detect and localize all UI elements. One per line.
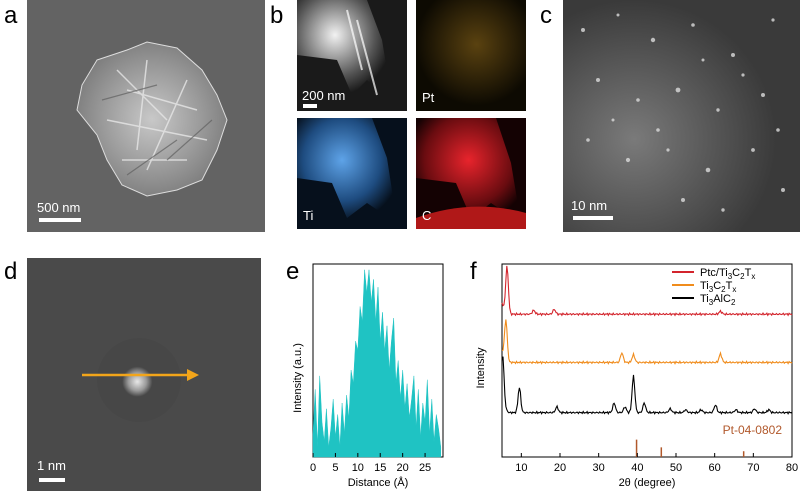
eds-label-ti: Ti [303, 208, 314, 223]
eds-map-ti: Ti [297, 118, 407, 229]
eds-label-c: C [422, 208, 432, 223]
sem-flake [76, 41, 228, 197]
ylabel-e: Intensity (a.u.) [292, 343, 304, 413]
legend-entry: Ptc/Ti3C2Tx [700, 267, 755, 281]
xtick-label-f: 20 [554, 462, 566, 474]
scale-bar-c [573, 216, 613, 220]
panel-label-e: e [286, 258, 300, 285]
xtick-label-f: 10 [515, 462, 527, 474]
xtick-label-e: 10 [352, 462, 364, 474]
reference-label: Pt-04-0802 [723, 423, 783, 437]
xtick-label-e: 25 [419, 462, 431, 474]
stem-image-c: 10 nm [563, 0, 800, 232]
eds-map-pt: Pt [416, 0, 526, 111]
haadf-image-b: 200 nm [297, 0, 407, 111]
panel-label-a: a [4, 2, 18, 29]
ylabel-f: Intensity [475, 347, 487, 388]
xtick-label-f: 80 [786, 462, 798, 474]
xlabel-f: 2θ (degree) [619, 477, 676, 489]
arrow-head [187, 369, 199, 381]
xrd-chart: Intensity 10 20 30 40 50 60 70 80 Ptc/Ti3C2TxTi… [475, 263, 798, 489]
xrd-pattern-ti3alc2 [501, 356, 793, 416]
xrd-pattern-ptc [501, 265, 793, 317]
xrd-pattern-ti3c2 [501, 319, 793, 365]
scale-label-a: 500 nm [37, 200, 81, 215]
scale-bar-b [303, 104, 317, 108]
sem-image-a: 500 nm [27, 0, 265, 232]
xtick-label-f: 30 [593, 462, 605, 474]
eds-label-pt: Pt [422, 90, 435, 105]
scale-label-d: 1 nm [37, 458, 66, 473]
scale-label-b: 200 nm [302, 88, 346, 103]
panel-label-c: c [540, 2, 552, 29]
panel-label-f: f [470, 258, 477, 285]
xtick-label-e: 0 [310, 462, 316, 474]
atomic-image-d: 1 nm [27, 258, 261, 491]
xlabel-e: Distance (Å) [348, 476, 409, 489]
xtick-label-f: 60 [709, 462, 721, 474]
eds-map-c: C [416, 118, 526, 229]
plot-frame-f [501, 263, 793, 458]
xtick-label-e: 20 [397, 462, 409, 474]
scale-label-c: 10 nm [571, 198, 608, 213]
panel-label-b: b [270, 2, 284, 29]
xtick-label-e: 5 [332, 462, 338, 474]
xtick-label-f: 40 [631, 462, 643, 474]
stem-texture [563, 0, 800, 232]
legend-entry: Ti3AlC2 [700, 293, 736, 307]
scale-bar-a [39, 218, 81, 222]
xtick-label-e: 15 [374, 462, 386, 474]
scale-bar-d [39, 478, 65, 482]
legend-entry: Ti3C2Tx [700, 280, 736, 294]
line-profile-chart: Intensity (a.u.) 0 5 10 15 20 25 Distance (Å) [292, 263, 444, 489]
xtick-label-f: 70 [747, 462, 759, 474]
panel-label-d: d [4, 258, 18, 285]
profile-area [312, 269, 442, 458]
xtick-label-f: 50 [670, 462, 682, 474]
